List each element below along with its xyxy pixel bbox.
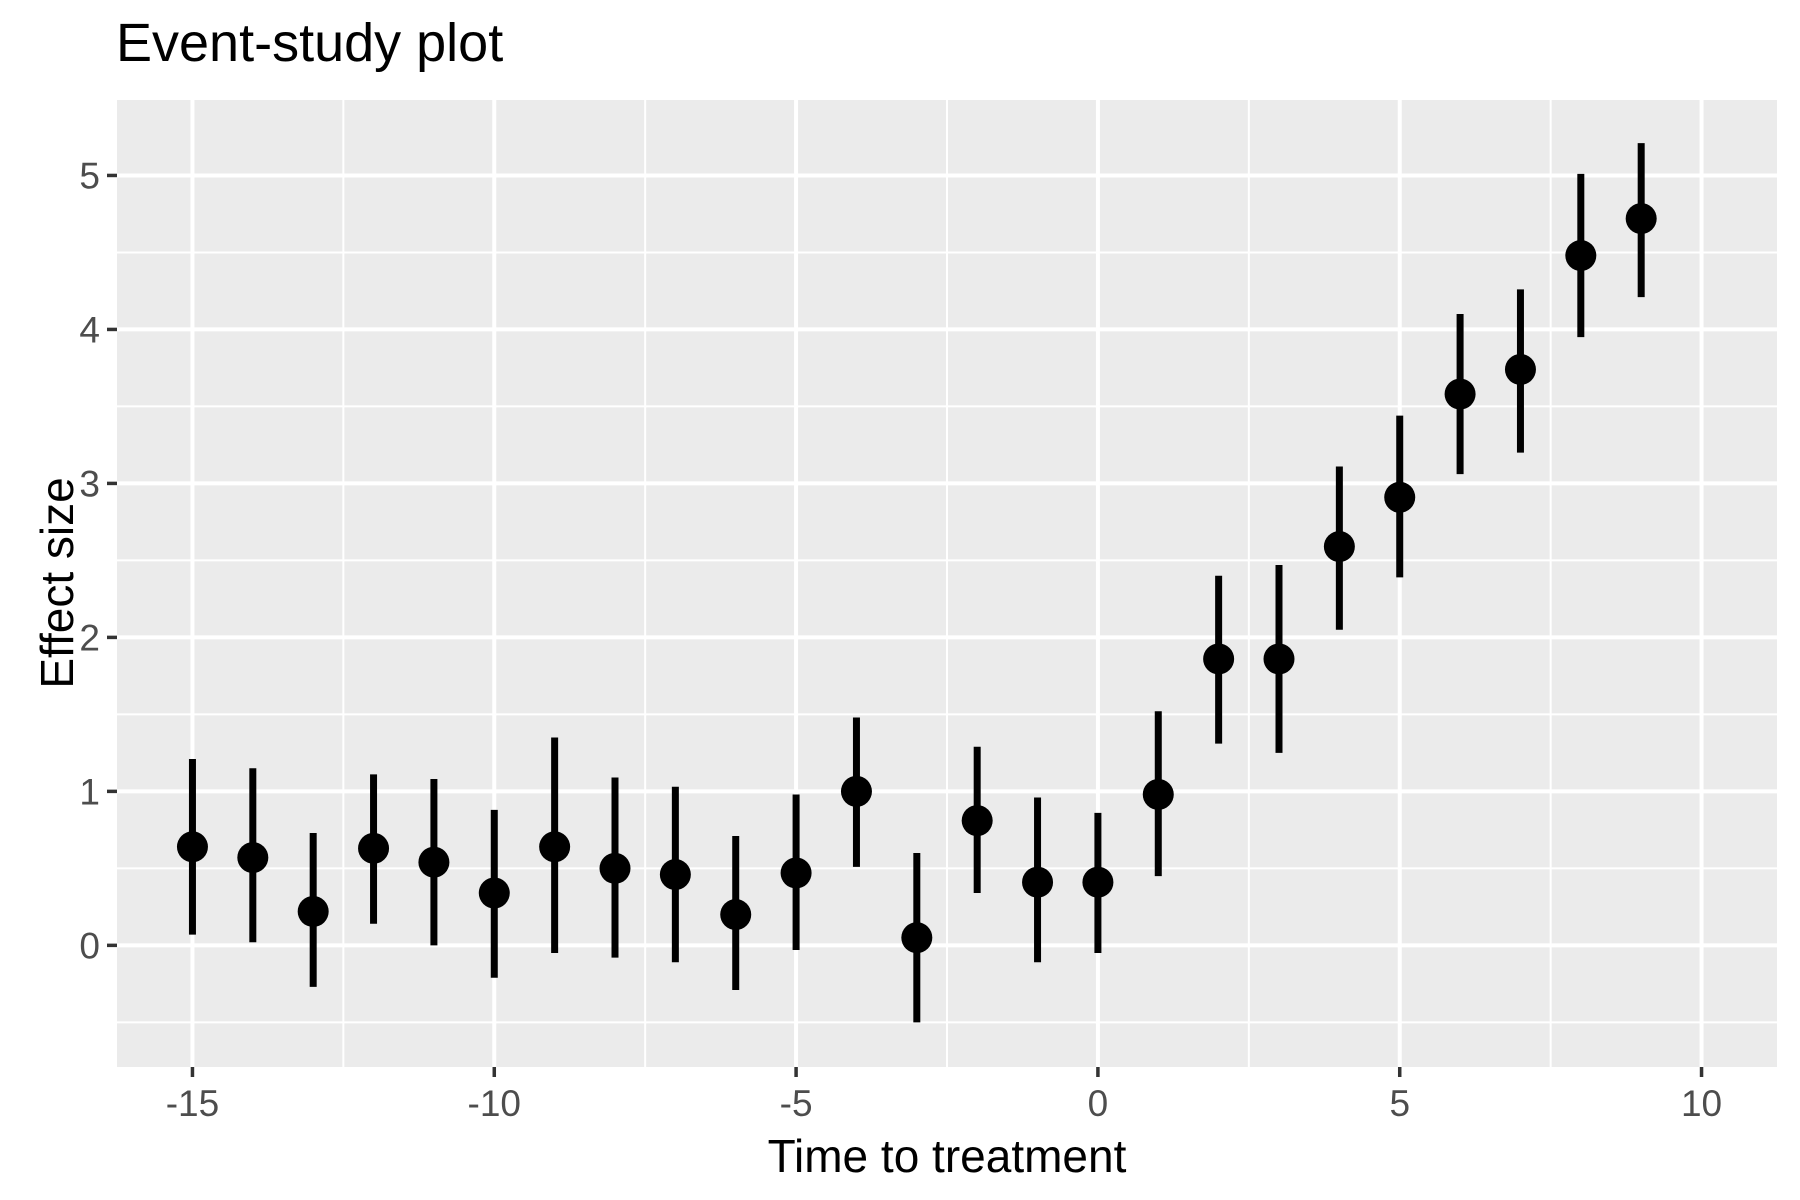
data-point <box>1022 866 1054 898</box>
data-point <box>478 877 510 909</box>
data-point <box>297 895 329 927</box>
data-point <box>1082 866 1114 898</box>
y-tick-label: 1 <box>79 771 100 812</box>
x-tick-label: 10 <box>1681 1083 1722 1124</box>
x-tick-label: 0 <box>1088 1083 1109 1124</box>
data-point <box>1142 778 1174 810</box>
data-point <box>1263 643 1295 675</box>
data-point <box>780 857 812 889</box>
data-point <box>961 805 993 837</box>
data-point <box>1323 531 1355 563</box>
y-axis-title: Effect size <box>31 477 83 689</box>
y-tick-label: 5 <box>79 155 100 196</box>
data-point <box>176 831 208 863</box>
data-point <box>237 842 269 874</box>
data-point <box>1625 203 1657 235</box>
data-point <box>1504 353 1536 385</box>
x-tick-label: -10 <box>468 1083 521 1124</box>
data-point <box>659 859 691 891</box>
x-tick-label: -15 <box>166 1083 219 1124</box>
data-point <box>418 846 450 878</box>
y-tick-label: 0 <box>79 925 100 966</box>
data-point <box>1384 481 1416 513</box>
x-tick-label: 5 <box>1389 1083 1410 1124</box>
data-point <box>539 831 571 863</box>
data-point <box>720 899 752 931</box>
y-tick-label: 2 <box>79 617 100 658</box>
plot-title: Event-study plot <box>116 13 504 73</box>
data-point <box>840 775 872 807</box>
x-axis-title: Time to treatment <box>767 1130 1127 1182</box>
data-point <box>1444 378 1476 410</box>
data-point <box>901 922 933 954</box>
data-point <box>599 852 631 884</box>
y-tick-label: 4 <box>79 309 100 350</box>
data-point <box>1203 643 1235 675</box>
x-tick-label: -5 <box>780 1083 813 1124</box>
data-point <box>358 832 390 864</box>
data-point <box>1565 240 1597 272</box>
y-tick-label: 3 <box>79 463 100 504</box>
